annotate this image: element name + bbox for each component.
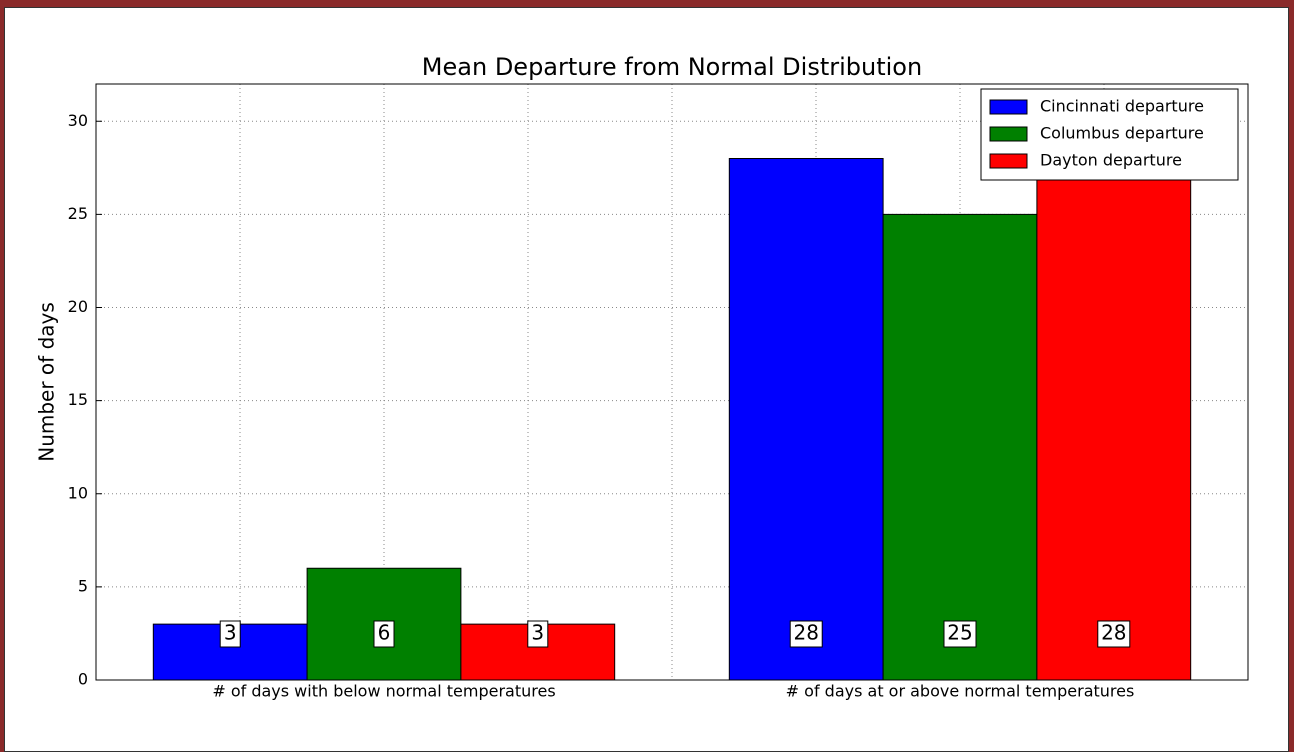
data-label: 25 bbox=[947, 621, 972, 645]
legend-swatch bbox=[989, 99, 1028, 115]
y-tick-label: 0 bbox=[78, 670, 88, 689]
y-tick-label: 20 bbox=[68, 297, 88, 316]
data-label-box bbox=[943, 620, 977, 648]
legend-swatch bbox=[989, 153, 1028, 169]
y-axis-label: Number of days bbox=[35, 302, 59, 462]
data-label: 28 bbox=[793, 621, 818, 645]
y-tick-label: 25 bbox=[68, 204, 88, 223]
data-label-box bbox=[527, 620, 549, 648]
bar bbox=[882, 213, 1038, 681]
legend-swatch bbox=[989, 126, 1028, 142]
data-label-box bbox=[1097, 620, 1131, 648]
y-tick-label: 30 bbox=[68, 111, 88, 130]
data-label: 3 bbox=[224, 621, 237, 645]
chart-title: Mean Departure from Normal Distribution bbox=[422, 53, 922, 81]
plot-frame bbox=[95, 83, 1249, 681]
y-tick-label: 15 bbox=[68, 390, 88, 409]
x-tick-label: # of days at or above normal temperature… bbox=[786, 682, 1135, 701]
legend-label: Cincinnati departure bbox=[1040, 97, 1204, 116]
y-tick-label: 5 bbox=[78, 576, 88, 595]
data-label-box bbox=[219, 620, 241, 648]
data-label-box bbox=[789, 620, 823, 648]
legend-label: Dayton departure bbox=[1040, 151, 1182, 170]
data-label: 28 bbox=[1101, 621, 1126, 645]
data-label: 3 bbox=[531, 621, 544, 645]
bar bbox=[1036, 158, 1192, 681]
x-tick-label: # of days with below normal temperatures bbox=[212, 682, 555, 701]
bar bbox=[728, 158, 884, 681]
data-label: 6 bbox=[378, 621, 391, 645]
y-tick-label: 10 bbox=[68, 483, 88, 502]
data-label-box bbox=[373, 620, 395, 648]
legend-label: Columbus departure bbox=[1040, 124, 1204, 143]
